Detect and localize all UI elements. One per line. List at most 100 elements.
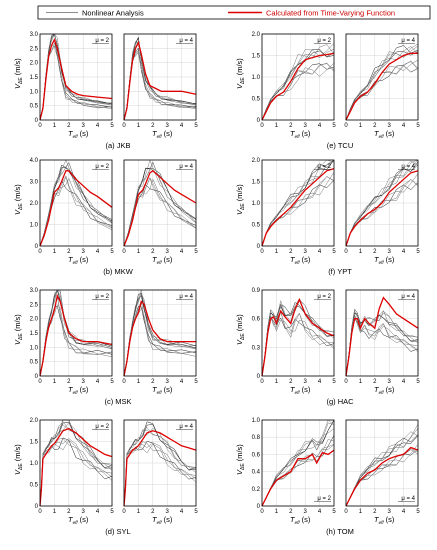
- panel-4-0: 0 1 2 3 4 5 0 0.5 1.0 1.5 2.0 2.5 3.0 VΔE(m/s) Teff (s)…: [13, 288, 114, 395]
- y-tick-label: 0.3: [252, 345, 261, 351]
- chart-caption: (f) YPT: [328, 267, 352, 276]
- x-tick-label: 2: [67, 509, 71, 515]
- x-axis-label: Teff (s): [152, 385, 173, 395]
- chart-caption: (b) MKW: [103, 267, 134, 276]
- x-tick-label: 0: [260, 249, 264, 255]
- nonlinear-series-line: [123, 161, 197, 247]
- y-axis-label: VΔE(m/s): [13, 314, 24, 345]
- x-tick-label: 0: [260, 379, 264, 385]
- x-tick-label: 1: [137, 509, 141, 515]
- y-tick-label: 1.0: [30, 461, 39, 467]
- panel-frame: [261, 33, 335, 121]
- nonlinear-series-line: [123, 50, 197, 121]
- x-axis-label-sub: eff: [73, 260, 79, 265]
- x-tick-label: 3: [388, 509, 392, 515]
- y-tick-label: 4.0: [30, 158, 39, 164]
- y-tick-label: 1.5: [30, 331, 39, 337]
- panel-frame: [39, 159, 113, 247]
- x-tick-label: 5: [416, 123, 420, 129]
- x-tick-label: 5: [194, 123, 198, 129]
- nonlinear-series-line: [345, 60, 419, 121]
- x-tick-label: 4: [96, 123, 100, 129]
- nonlinear-series-line: [123, 427, 197, 507]
- x-tick-label: 0: [38, 509, 42, 515]
- x-axis-label-sub: eff: [157, 260, 163, 265]
- y-axis-label-unit: (m/s): [13, 444, 22, 462]
- y-axis-label-unit: (m/s): [235, 444, 244, 462]
- nonlinear-series-line: [39, 176, 113, 247]
- nonlinear-series-line: [123, 295, 197, 377]
- ductility-label: μ = 4: [179, 294, 193, 300]
- x-axis-label-unit: (s): [302, 515, 311, 524]
- x-tick-label: 5: [194, 379, 198, 385]
- y-tick-label: 0: [35, 374, 39, 380]
- nonlinear-series-line: [261, 310, 335, 377]
- y-tick-label: 1.0: [30, 89, 39, 95]
- x-axis-label: Teff (s): [290, 129, 311, 139]
- x-axis-label-sub: eff: [157, 520, 163, 525]
- x-axis-label-unit: (s): [302, 129, 311, 138]
- x-tick-label: 5: [110, 379, 114, 385]
- function-series-line: [345, 52, 418, 121]
- x-tick-label: 2: [373, 123, 377, 129]
- x-axis-label: Teff (s): [374, 129, 395, 139]
- x-tick-label: 3: [166, 379, 170, 385]
- x-tick-label: 0: [344, 379, 348, 385]
- x-tick-label: 0: [122, 509, 126, 515]
- y-tick-label: 0.4: [252, 470, 261, 476]
- nonlinear-series-line: [261, 50, 335, 121]
- x-tick-label: 2: [289, 123, 293, 129]
- panel-4-1: 0 1 2 3 4 5 Teff (s) μ = 4: [122, 289, 198, 395]
- x-axis-label-sub: eff: [379, 520, 385, 525]
- y-tick-label: 1.5: [30, 440, 39, 446]
- y-axis-label-sub: ΔE: [240, 203, 246, 210]
- y-axis-label-main: V: [235, 83, 244, 89]
- x-tick-label: 1: [359, 123, 363, 129]
- x-tick-label: 5: [332, 123, 336, 129]
- x-tick-label: 4: [96, 379, 100, 385]
- x-tick-label: 0: [38, 379, 42, 385]
- x-tick-label: 1: [137, 249, 141, 255]
- x-tick-label: 2: [373, 249, 377, 255]
- x-axis-label-sub: eff: [379, 390, 385, 395]
- x-tick-label: 3: [388, 249, 392, 255]
- nonlinear-series-line: [39, 161, 113, 247]
- x-tick-label: 4: [318, 509, 322, 515]
- ductility-label: μ = 4: [179, 38, 193, 44]
- y-tick-label: 1.0: [30, 345, 39, 351]
- x-tick-label: 4: [180, 123, 184, 129]
- function-series-line: [345, 170, 419, 247]
- y-tick-label: 0.5: [30, 360, 39, 366]
- y-tick-label: 1.0: [252, 201, 261, 207]
- x-axis-label-unit: (s): [386, 129, 395, 138]
- x-axis-label-unit: (s): [386, 255, 395, 264]
- y-axis-label-unit: (m/s): [13, 58, 22, 76]
- chart-caption: (a) JKB: [105, 141, 130, 150]
- function-series-line: [39, 293, 113, 377]
- y-tick-label: 1.5: [252, 180, 261, 186]
- function-series-line: [345, 296, 419, 377]
- panel-3-1: 0 1 2 3 4 5 Teff (s) μ = 4: [344, 159, 420, 265]
- x-axis-label: Teff (s): [152, 515, 173, 525]
- x-tick-label: 0: [122, 123, 126, 129]
- y-axis-label-sub: ΔE: [18, 203, 24, 210]
- ductility-label: μ = 2: [317, 164, 331, 170]
- x-tick-label: 1: [137, 379, 141, 385]
- nonlinear-series-line: [39, 295, 113, 377]
- x-tick-label: 2: [289, 379, 293, 385]
- x-tick-label: 5: [416, 379, 420, 385]
- x-tick-label: 3: [304, 123, 308, 129]
- x-axis-label-unit: (s): [80, 385, 89, 394]
- x-tick-label: 3: [82, 123, 86, 129]
- ductility-label: μ = 2: [95, 164, 109, 170]
- x-tick-label: 1: [275, 123, 279, 129]
- ductility-label: μ = 2: [95, 38, 109, 44]
- panel-1-1: 0 1 2 3 4 5 Teff (s) μ = 4: [344, 33, 420, 139]
- x-tick-label: 2: [289, 249, 293, 255]
- x-tick-label: 5: [110, 509, 114, 515]
- x-tick-label: 0: [260, 509, 264, 515]
- y-tick-label: 0.5: [252, 97, 261, 103]
- x-tick-label: 1: [275, 249, 279, 255]
- nonlinear-series-line: [345, 179, 419, 247]
